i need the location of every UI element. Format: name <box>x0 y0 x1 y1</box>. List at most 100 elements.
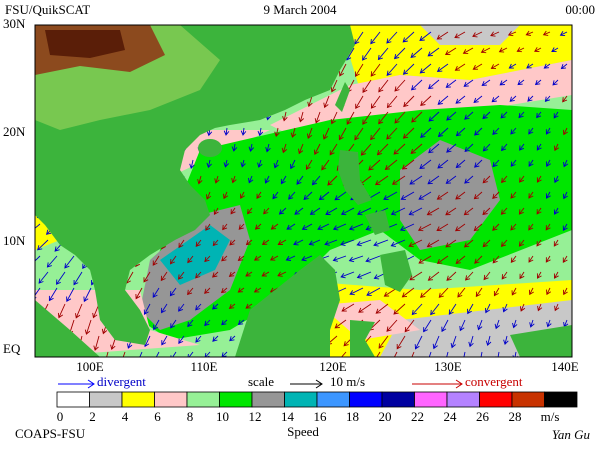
wind-arrow <box>428 111 440 122</box>
wind-arrow <box>46 255 58 268</box>
wind-arrow <box>378 79 389 93</box>
wind-arrow <box>261 239 270 245</box>
wind-arrow <box>341 303 355 312</box>
colorbar-tick-label: 20 <box>379 409 392 424</box>
wind-arrow <box>393 143 406 155</box>
wind-arrow <box>482 207 491 216</box>
wind-arrow <box>356 239 372 247</box>
wind-arrow <box>349 287 364 296</box>
wind-arrow <box>553 271 559 279</box>
wind-arrow <box>212 271 219 278</box>
wind-arrow <box>462 47 474 54</box>
wind-arrow <box>84 319 92 335</box>
wind-arrow <box>501 175 508 184</box>
legend-divergent: divergent <box>97 374 146 389</box>
wind-arrow <box>427 271 440 281</box>
wind-arrow <box>285 255 296 261</box>
colorbar-swatch <box>544 391 578 408</box>
wind-arrow <box>543 63 551 69</box>
legend-arrows <box>58 379 463 389</box>
wind-arrow <box>554 303 560 312</box>
wind-arrow <box>222 223 228 231</box>
wind-arrow <box>519 175 525 183</box>
wind-arrow <box>409 175 423 185</box>
wind-arrow <box>419 31 432 42</box>
wind-arrow <box>370 31 381 45</box>
wind-arrow <box>374 175 389 186</box>
wind-region <box>420 25 520 45</box>
land-mindanao <box>380 250 412 292</box>
wind-arrow <box>214 175 220 184</box>
wind-arrow <box>428 79 440 90</box>
wind-arrow <box>229 335 236 342</box>
wind-arrow <box>528 255 534 263</box>
wind-arrow <box>391 175 406 185</box>
colorbar-swatch <box>284 391 318 408</box>
wind-arrow <box>311 175 321 186</box>
wind-arrow <box>206 159 212 169</box>
wind-arrow <box>338 127 347 141</box>
wind-arrow <box>546 287 552 296</box>
wind-arrow <box>318 191 330 201</box>
wind-arrow <box>170 319 177 329</box>
wind-arrow <box>293 239 304 246</box>
wind-arrow <box>484 303 491 314</box>
wind-arrow <box>212 303 219 310</box>
wind-arrow <box>378 111 389 125</box>
wind-arrow <box>332 223 347 231</box>
wind-arrow <box>298 143 304 155</box>
wind-arrow <box>278 207 287 215</box>
wind-arrow <box>204 287 211 294</box>
wind-arrow <box>517 79 525 86</box>
wind-arrow <box>277 271 287 277</box>
colorbar-swatch <box>316 391 350 408</box>
wind-arrow <box>444 47 457 55</box>
wind-arrow <box>482 111 491 120</box>
wind-arrow <box>411 303 423 316</box>
wind-arrow <box>247 207 253 215</box>
wind-arrow <box>286 223 296 230</box>
wind-arrow <box>446 143 457 153</box>
wind-arrow <box>445 175 457 184</box>
wind-arrow <box>248 143 255 152</box>
wind-arrow <box>240 127 247 136</box>
wind-arrow <box>417 223 432 232</box>
source-label: FSU/QuikSCAT <box>5 2 90 17</box>
wind-arrow <box>499 79 508 86</box>
wind-arrow <box>37 239 49 251</box>
wind-arrow <box>152 255 160 266</box>
wind-arrow <box>537 303 543 312</box>
wind-arrow <box>231 175 237 184</box>
wind-arrow <box>106 351 109 357</box>
wind-arrow <box>420 127 432 139</box>
wind-arrow <box>437 95 449 105</box>
wind-arrow <box>221 255 228 262</box>
wind-arrow <box>189 159 195 170</box>
wind-arrow <box>426 207 440 216</box>
wind-arrow <box>474 127 483 136</box>
wind-arrow <box>510 159 517 167</box>
lat-label: 10N <box>3 233 26 248</box>
wind-arrow <box>534 79 542 86</box>
colorbar-tick-label: 12 <box>249 409 262 424</box>
wind-arrow <box>445 239 457 248</box>
wind-arrow <box>393 303 406 315</box>
wind-arrow <box>282 111 288 122</box>
lon-label: 120E <box>319 359 347 374</box>
wind-arrow <box>330 111 338 125</box>
lon-label: 140E <box>551 359 579 374</box>
wind-arrow <box>500 239 508 247</box>
wind-arrow <box>473 223 483 232</box>
colorbar-swatch <box>446 391 480 408</box>
wind-arrow <box>143 303 151 315</box>
wind-arrow <box>542 30 551 36</box>
wind-arrow <box>528 223 534 231</box>
author: Yan Gu <box>552 427 591 442</box>
wind-arrow <box>468 335 474 348</box>
wind-arrow <box>545 255 551 263</box>
wind-arrow <box>360 143 372 156</box>
wind-arrow <box>454 31 466 39</box>
wind-arrow <box>454 63 466 71</box>
wind-arrow <box>340 207 355 216</box>
colorbar-tick-label: 24 <box>444 409 458 424</box>
